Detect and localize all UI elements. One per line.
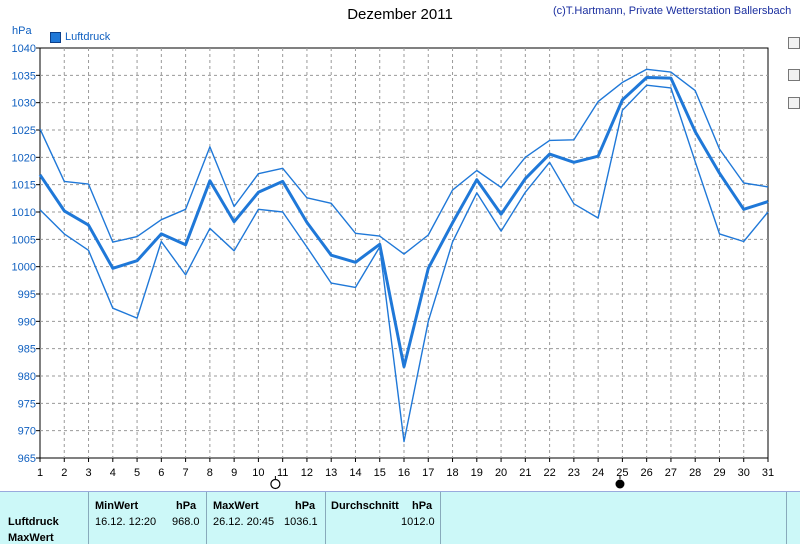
x-tick-label: 10	[252, 467, 264, 479]
x-tick-label: 11	[277, 467, 288, 479]
x-tick-label: 22	[543, 467, 555, 479]
series-line-mean	[38, 76, 769, 369]
row-label: Luftdruck	[8, 516, 59, 528]
first-quarter-icon	[270, 478, 281, 490]
y-tick-label: 975	[18, 398, 36, 410]
x-tick-label: 26	[641, 467, 653, 479]
y-tick-label: 990	[18, 316, 36, 328]
x-tick-label: 17	[422, 467, 434, 479]
x-tick-label: 8	[207, 467, 213, 479]
moon-phase-markers	[270, 476, 625, 490]
x-tick-label: 25	[616, 467, 628, 479]
legend: Luftdruck	[50, 31, 110, 43]
y-tick-label: 1040	[12, 43, 36, 55]
x-tick-label: 24	[592, 467, 604, 479]
max-value: 1036.1	[284, 516, 318, 528]
y-tick-label: 1030	[12, 98, 36, 110]
x-tick-label: 31	[762, 467, 774, 479]
divider	[88, 492, 89, 544]
y-tick-label: 965	[18, 453, 36, 465]
y-axis-unit: hPa	[12, 25, 32, 37]
y-tick-label: 1035	[12, 70, 36, 82]
divider	[206, 492, 207, 544]
x-tick-label: 21	[519, 467, 531, 479]
divider	[786, 492, 787, 544]
series-line-min	[39, 84, 769, 443]
divider	[325, 492, 326, 544]
x-tick-label: 5	[134, 467, 140, 479]
y-tick-label: 1005	[12, 234, 36, 246]
x-tick-label: 18	[446, 467, 458, 479]
x-tick-label: 6	[158, 467, 164, 479]
x-tick-label: 15	[374, 467, 386, 479]
y-tick-label: 1025	[12, 125, 36, 137]
avg-value: 1012.0	[401, 516, 435, 528]
min-time: 16.12. 12:20	[95, 516, 157, 528]
x-tick-label: 27	[665, 467, 677, 479]
statistics-panel: Luftdruck MaxWert MinWert hPa 16.12. 12:…	[0, 491, 800, 544]
x-tick-label: 13	[325, 467, 337, 479]
full-moon-icon	[615, 479, 625, 489]
y-tick-label: 980	[18, 371, 36, 383]
min-unit: hPa	[176, 500, 197, 512]
x-tick-label: 29	[713, 467, 725, 479]
scroll-up-button[interactable]	[788, 37, 800, 49]
max-header: MaxWert	[213, 500, 259, 512]
scroll-button[interactable]	[788, 97, 800, 109]
x-tick-label: 14	[349, 467, 361, 479]
legend-label: Luftdruck	[65, 31, 111, 43]
min-value: 968.0	[172, 516, 200, 528]
side-controls	[778, 27, 800, 489]
series-line-max	[39, 68, 769, 255]
scroll-button[interactable]	[788, 69, 800, 81]
min-header: MinWert	[95, 500, 139, 512]
y-tick-label: 995	[18, 289, 36, 301]
row-label-2: MaxWert	[8, 532, 54, 544]
divider	[440, 492, 441, 544]
y-tick-label: 1010	[12, 207, 36, 219]
y-tick-label: 1000	[12, 262, 36, 274]
avg-unit: hPa	[412, 500, 433, 512]
max-unit: hPa	[295, 500, 316, 512]
axes: 9659709759809859909951000100510101015102…	[12, 43, 775, 479]
x-tick-label: 20	[495, 467, 507, 479]
x-tick-label: 23	[568, 467, 580, 479]
x-tick-label: 9	[231, 467, 237, 479]
x-tick-label: 12	[301, 467, 313, 479]
x-tick-label: 2	[61, 467, 67, 479]
x-tick-label: 7	[183, 467, 189, 479]
credit-text: (c)T.Hartmann, Private Wetterstation Bal…	[553, 5, 792, 17]
x-tick-label: 19	[471, 467, 483, 479]
y-tick-label: 985	[18, 344, 36, 356]
legend-swatch	[50, 31, 61, 43]
x-tick-label: 28	[689, 467, 701, 479]
y-tick-label: 970	[18, 426, 36, 438]
series-lines	[38, 68, 769, 443]
grid	[39, 47, 769, 459]
max-time: 26.12. 20:45	[213, 516, 275, 528]
x-tick-label: 30	[738, 467, 750, 479]
y-tick-label: 1015	[12, 180, 36, 192]
x-tick-label: 1	[37, 467, 43, 479]
y-tick-label: 1020	[12, 152, 36, 164]
avg-header: Durchschnitt	[331, 500, 399, 512]
chart-area: 9659709759809859909951000100510101015102…	[12, 43, 775, 490]
chart-title: Dezember 2011	[347, 6, 453, 23]
x-tick-label: 4	[110, 467, 116, 479]
x-tick-label: 3	[85, 467, 91, 479]
x-tick-label: 16	[398, 467, 410, 479]
